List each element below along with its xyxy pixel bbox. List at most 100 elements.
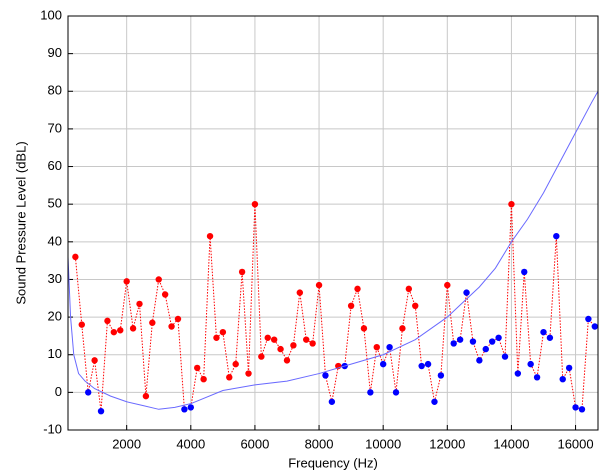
data-point	[200, 375, 207, 383]
y-tick-label: 40	[48, 233, 62, 248]
data-point	[283, 357, 291, 364]
data-point	[469, 338, 477, 345]
x-tick-label: 4000	[176, 436, 205, 451]
data-point	[424, 360, 432, 368]
x-tick-label: 10000	[365, 436, 401, 451]
data-point	[437, 372, 445, 379]
data-point	[149, 319, 156, 326]
y-tick-label: 10	[48, 346, 62, 361]
y-tick-label: -10	[43, 421, 62, 436]
plot-frame	[67, 15, 599, 431]
data-point	[296, 289, 304, 296]
data-point	[97, 407, 105, 415]
y-tick-label: 70	[48, 120, 62, 135]
data-point	[386, 344, 393, 351]
series-line	[74, 204, 596, 412]
data-point	[347, 302, 355, 309]
y-axis-label: Sound Pressure Level (dBL)	[13, 141, 28, 304]
data-point	[360, 325, 368, 332]
data-point	[565, 364, 573, 372]
x-axis-label: Frequency (Hz)	[288, 455, 378, 470]
data-point	[322, 372, 329, 379]
data-point	[578, 406, 586, 413]
data-point	[309, 340, 316, 347]
data-point	[354, 285, 361, 293]
data-point	[540, 328, 547, 336]
data-point	[117, 327, 124, 334]
data-point	[91, 357, 98, 364]
data-point	[277, 345, 284, 353]
data-point	[238, 268, 246, 276]
data-point	[591, 323, 598, 330]
data-point	[546, 334, 554, 341]
data-point	[226, 374, 233, 381]
data-point	[392, 389, 400, 396]
data-point	[104, 317, 111, 325]
data-point	[290, 342, 297, 349]
data-point	[456, 336, 464, 343]
y-tick-label: 60	[48, 158, 62, 173]
data-point	[572, 404, 579, 411]
data-point	[367, 389, 374, 396]
data-point	[245, 370, 252, 377]
data-point	[174, 315, 182, 323]
data-point	[251, 200, 259, 208]
data-point	[527, 360, 534, 368]
data-point	[450, 340, 457, 347]
data-point	[463, 289, 470, 296]
series-line	[67, 91, 599, 410]
y-tick-label: 50	[48, 196, 62, 211]
data-point	[399, 325, 406, 332]
data-point	[501, 353, 509, 360]
x-tick-label: 6000	[240, 436, 269, 451]
data-point	[213, 334, 220, 341]
data-point	[303, 336, 310, 343]
data-point	[129, 325, 137, 332]
data-point	[431, 398, 438, 405]
data-point	[521, 268, 528, 276]
data-point	[405, 285, 413, 293]
data-point	[559, 375, 566, 383]
data-point	[482, 345, 489, 353]
data-point	[258, 353, 265, 360]
x-tick-label: 2000	[112, 436, 141, 451]
data-point	[206, 232, 214, 240]
data-point	[379, 360, 387, 368]
data-point	[142, 392, 150, 400]
data-point	[232, 360, 239, 368]
data-point	[585, 315, 592, 323]
data-point	[514, 370, 522, 377]
data-point	[488, 338, 496, 345]
data-point	[533, 374, 541, 381]
y-tick-label: 0	[55, 384, 62, 399]
data-point	[136, 300, 143, 308]
x-tick-label: 14000	[493, 436, 529, 451]
data-point	[328, 398, 336, 405]
x-tick-label: 12000	[429, 436, 465, 451]
data-point	[161, 291, 169, 298]
y-tick-label: 20	[48, 309, 62, 324]
data-point	[155, 276, 162, 283]
y-tick-label: 90	[48, 45, 62, 60]
data-point	[553, 232, 560, 240]
data-point	[72, 253, 79, 261]
data-point	[110, 328, 118, 336]
data-point	[84, 389, 92, 396]
data-point	[219, 328, 227, 336]
data-point	[78, 321, 85, 328]
data-point	[495, 334, 502, 341]
y-tick-label: 30	[48, 271, 62, 286]
x-tick-label: 16000	[557, 436, 593, 451]
data-point	[168, 323, 175, 330]
data-point	[373, 344, 380, 351]
data-point	[264, 334, 271, 341]
data-point	[412, 302, 419, 309]
data-point	[123, 278, 130, 285]
data-point	[270, 336, 278, 343]
data-point	[187, 404, 195, 411]
y-tick-label: 80	[48, 83, 62, 98]
data-point	[508, 200, 515, 208]
data-point	[194, 364, 201, 372]
